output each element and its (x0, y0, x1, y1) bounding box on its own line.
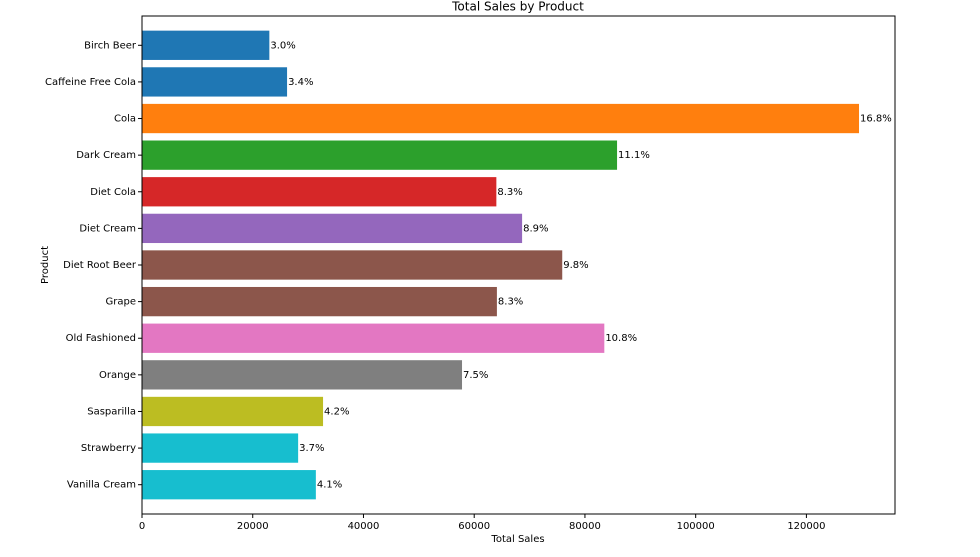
bar (142, 213, 523, 244)
data-label: 3.0% (270, 40, 295, 51)
x-tick-label: 60000 (458, 521, 490, 532)
x-tick-label: 0 (139, 521, 145, 532)
data-label: 3.4% (288, 77, 313, 88)
y-tick-label: Cola (114, 114, 136, 125)
x-tick-label: 120000 (787, 521, 825, 532)
y-tick-label: Grape (106, 297, 137, 308)
y-tick-label: Caffeine Free Cola (45, 77, 136, 88)
bar (142, 396, 324, 427)
bar (142, 433, 299, 463)
x-axis-label: Total Sales (490, 534, 544, 545)
data-label: 8.9% (523, 223, 548, 234)
bar (142, 470, 316, 500)
data-label: 11.1% (618, 150, 650, 161)
y-axis-label: Product (40, 246, 51, 284)
bar (142, 360, 463, 390)
y-tick-label: Birch Beer (84, 40, 137, 51)
data-label: 8.3% (498, 297, 523, 308)
bar (142, 67, 288, 97)
bar (142, 286, 497, 317)
bar (142, 250, 563, 280)
y-tick-label: Sasparilla (87, 406, 136, 417)
x-tick-label: 40000 (348, 521, 380, 532)
y-tick-label: Diet Cola (90, 187, 136, 198)
y-tick-label: Strawberry (81, 443, 136, 454)
y-tick-label: Old Fashioned (66, 333, 136, 344)
y-tick-label: Vanilla Cream (67, 480, 136, 491)
chart-title: Total Sales by Product (451, 0, 584, 14)
data-label: 4.2% (324, 406, 349, 417)
data-label: 10.8% (605, 333, 637, 344)
bar (142, 140, 618, 170)
plot-frame (141, 15, 896, 515)
data-label: 7.5% (463, 370, 488, 381)
data-label: 16.8% (860, 114, 892, 125)
x-tick-label: 80000 (569, 521, 601, 532)
y-tick-label: Diet Cream (79, 223, 136, 234)
data-label: 3.7% (299, 443, 324, 454)
y-tick-label: Dark Cream (76, 150, 136, 161)
bar (142, 103, 860, 134)
y-tick-label: Diet Root Beer (63, 260, 137, 271)
bar (142, 30, 270, 60)
x-tick-label: 100000 (677, 521, 715, 532)
data-label: 8.3% (497, 187, 522, 198)
data-label: 4.1% (317, 480, 342, 491)
x-tick-label: 20000 (237, 521, 269, 532)
data-label: 9.8% (563, 260, 588, 271)
y-tick-label: Orange (99, 370, 136, 381)
bar (142, 177, 497, 207)
bar (142, 323, 605, 353)
